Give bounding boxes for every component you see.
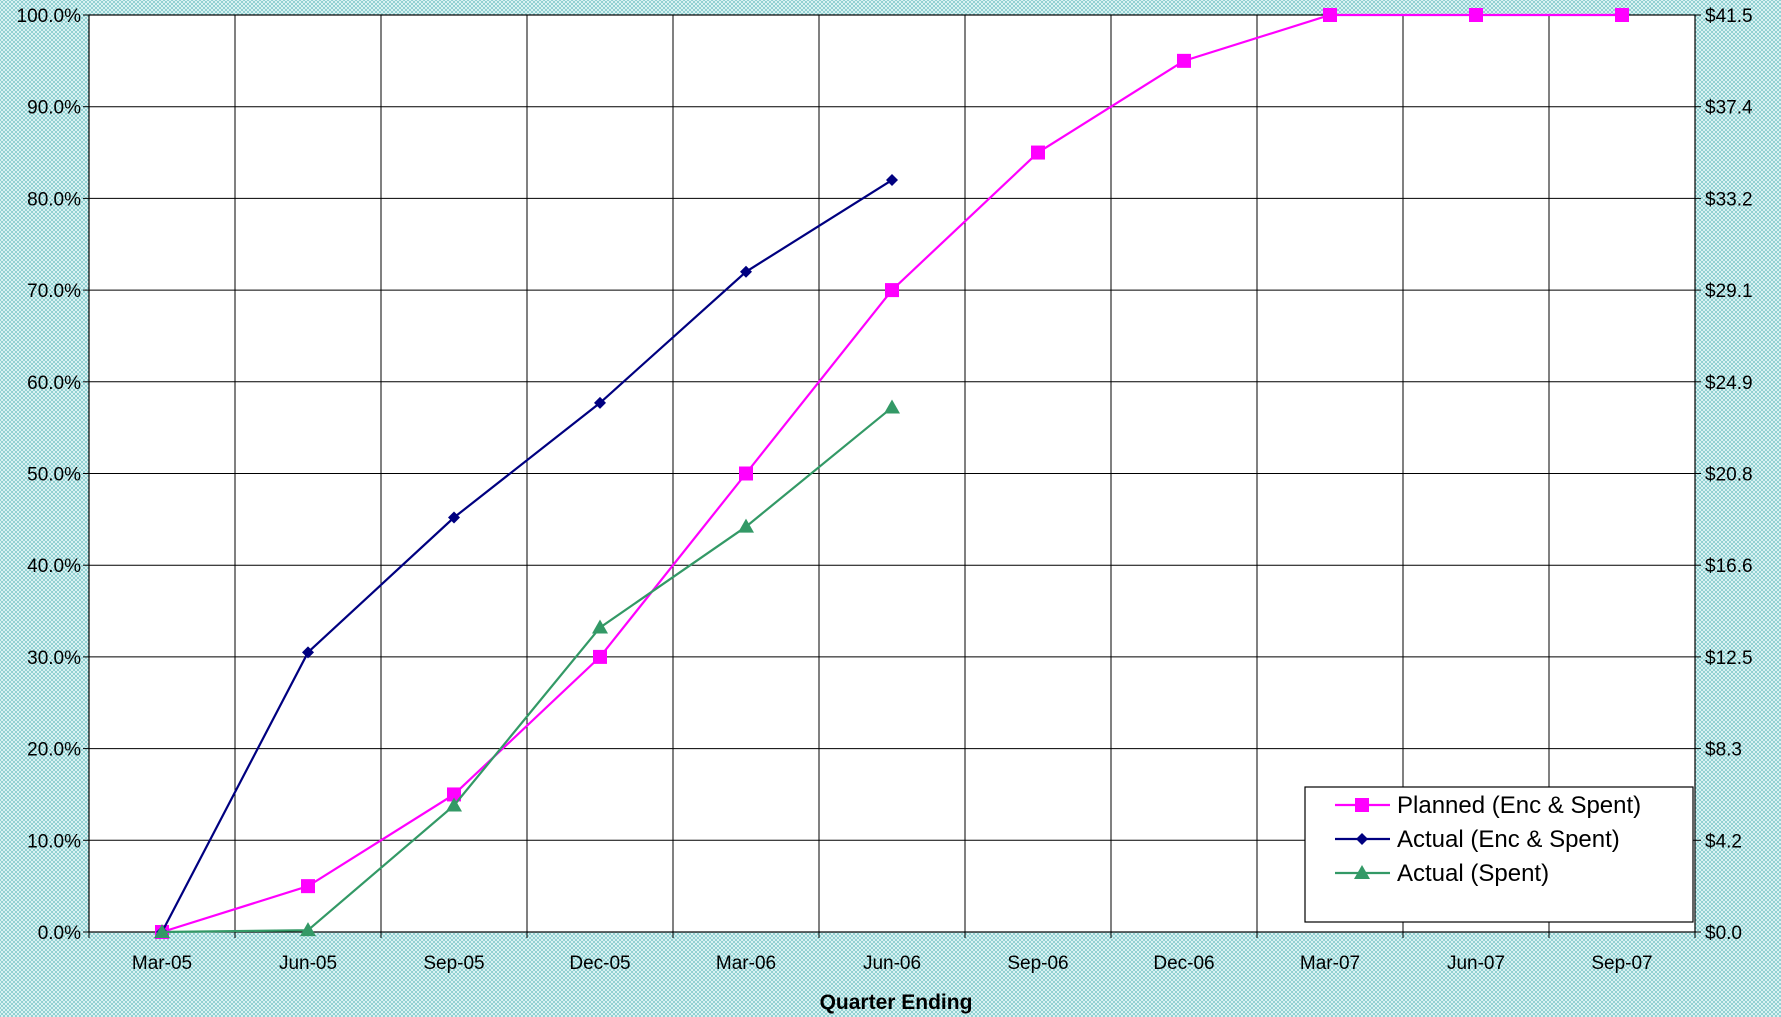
data-point (593, 649, 607, 664)
x-tick-label: Sep-06 (1007, 953, 1068, 974)
legend-item: Actual (Spent) (1335, 860, 1549, 887)
data-point (1031, 145, 1045, 160)
y-axis-right: $0.0 $4.2 $8.3 $12.5 $16.6 $20.8 $24.9 $29.1 $33… (1695, 6, 1753, 944)
y2-tick-label: $41.5 (1705, 6, 1753, 27)
data-point (1177, 53, 1191, 68)
data-point (447, 787, 461, 802)
data-point (154, 924, 170, 938)
y-tick-label: 0.0% (38, 923, 81, 944)
x-tick-label: Mar-06 (716, 953, 776, 974)
y-tick-label: 20.0% (27, 740, 81, 761)
y2-tick-label: $20.8 (1705, 465, 1753, 486)
y2-tick-label: $4.2 (1705, 831, 1742, 852)
y-tick-label: 70.0% (27, 281, 81, 302)
data-point (301, 879, 315, 894)
y2-tick-label: $33.2 (1705, 189, 1753, 210)
series-layer (154, 8, 1629, 939)
y2-tick-label: $24.9 (1705, 373, 1753, 394)
data-point (740, 265, 752, 278)
legend-item: Actual (Enc & Spent) (1335, 826, 1620, 853)
y2-tick-label: $12.5 (1705, 648, 1753, 669)
y-tick-label: 40.0% (27, 556, 81, 577)
x-axis-title: Quarter Ending (820, 991, 973, 1014)
y-tick-label: 90.0% (27, 98, 81, 119)
x-tick-label: Mar-05 (132, 953, 192, 974)
legend-marker (1354, 865, 1370, 879)
y2-tick-label: $29.1 (1705, 281, 1753, 302)
y-tick-label: 50.0% (27, 465, 81, 486)
legend-label: Actual (Spent) (1397, 860, 1549, 887)
data-point (885, 283, 899, 298)
data-point (302, 646, 314, 659)
y-tick-label: 80.0% (27, 189, 81, 210)
data-point (738, 518, 754, 533)
y-axis-left: 0.0% 10.0% 20.0% 30.0% 40.0% 50.0% 60.0% 70.0% 8… (17, 6, 89, 944)
x-tick-label: Dec-05 (569, 953, 630, 974)
y2-tick-label: $37.4 (1705, 98, 1753, 119)
data-point (594, 396, 606, 409)
series-1 (155, 8, 1629, 939)
legend-marker (1356, 833, 1368, 845)
data-point (886, 174, 898, 187)
y-tick-label: 30.0% (27, 648, 81, 669)
series-line (161, 406, 893, 934)
legend-label: Planned (Enc & Spent) (1397, 792, 1641, 819)
y-tick-label: 10.0% (27, 831, 81, 852)
legend: Planned (Enc & Spent) Actual (Enc & Spent… (1304, 786, 1694, 923)
x-tick-label: Dec-06 (1153, 953, 1214, 974)
data-point (884, 399, 900, 414)
legend-label: Actual (Enc & Spent) (1397, 826, 1620, 853)
y-tick-label: 60.0% (27, 373, 81, 394)
y2-tick-label: $16.6 (1705, 556, 1753, 577)
data-point (739, 466, 753, 481)
data-point (448, 511, 460, 524)
legend-marker (1355, 798, 1369, 812)
x-tick-label: Jun-05 (279, 953, 337, 974)
x-tick-label: Mar-07 (1300, 953, 1360, 974)
series-3 (154, 399, 900, 938)
data-point (300, 922, 316, 937)
x-tick-label: Sep-07 (1591, 953, 1652, 974)
data-point (446, 797, 462, 812)
x-tick-label: Sep-05 (423, 953, 484, 974)
x-axis: Mar-05 Jun-05 Sep-05 Dec-05 Mar-06 Jun-06 Sep-… (88, 932, 1696, 974)
data-point (1323, 8, 1337, 22)
legend-item: Planned (Enc & Spent) (1335, 792, 1641, 819)
data-point (1469, 8, 1483, 22)
y2-tick-label: $8.3 (1705, 740, 1742, 761)
y2-tick-label: $0.0 (1705, 923, 1742, 944)
y-tick-label: 100.0% (17, 6, 82, 27)
x-tick-label: Jun-07 (1447, 953, 1505, 974)
data-point (1615, 8, 1629, 22)
x-tick-label: Jun-06 (863, 953, 921, 974)
series-line (161, 179, 893, 933)
data-point (592, 619, 608, 634)
legend-box (1304, 786, 1694, 923)
